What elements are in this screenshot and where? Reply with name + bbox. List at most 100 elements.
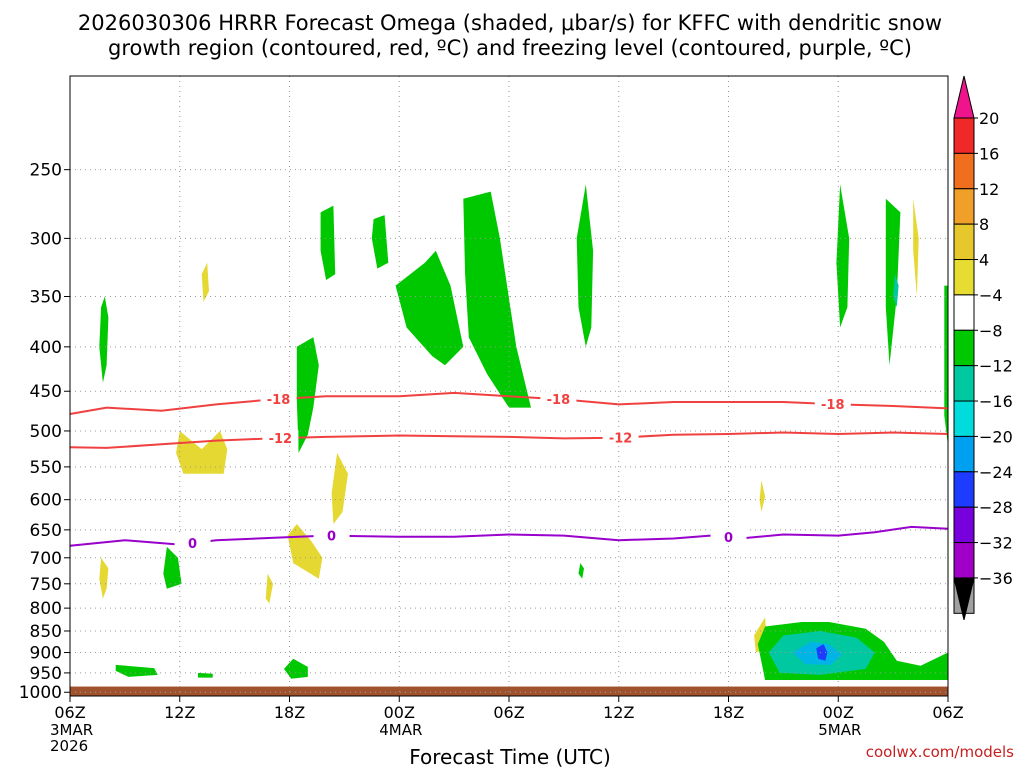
colorbar-segment xyxy=(953,471,975,508)
colorbar-segment xyxy=(953,435,975,473)
omega-region xyxy=(99,557,109,599)
x-tick-label: 06Z xyxy=(54,703,85,722)
colorbar-level-label: 16 xyxy=(979,144,999,163)
colorbar-level-label: −28 xyxy=(979,498,1013,517)
contour-label-bg xyxy=(814,396,851,413)
contour-line-0 xyxy=(69,525,949,547)
y-tick-label: 650 xyxy=(30,521,62,541)
credit-text: coolwx.com/models xyxy=(866,743,1014,761)
omega-region xyxy=(320,205,336,280)
y-tick-label: 350 xyxy=(30,288,62,308)
contour-label-bg xyxy=(313,527,350,544)
colorbar-segment xyxy=(953,294,975,331)
colorbar-level-label: −24 xyxy=(979,463,1013,482)
omega-region xyxy=(576,184,594,347)
omega-region xyxy=(944,285,948,446)
colorbar-level-label: −32 xyxy=(979,534,1013,553)
y-tick-label: 1000 xyxy=(19,683,62,703)
omega-region xyxy=(163,546,182,589)
colorbar-level-label: 4 xyxy=(979,251,989,270)
contour-label: 0 xyxy=(327,530,336,545)
contour-label-bg xyxy=(710,528,747,545)
colorbar-level-label: 12 xyxy=(979,180,999,199)
x-tick-label: 00Z xyxy=(384,703,415,722)
x-tick-label: 12Z xyxy=(603,703,634,722)
colorbar-segment xyxy=(953,365,975,402)
x-tick-label: 18Z xyxy=(713,703,744,722)
x-tick-label: 12Z xyxy=(164,703,195,722)
omega-region xyxy=(759,480,766,512)
y-axis: 2503003504004505005506006507007508008509… xyxy=(19,161,70,703)
omega-region xyxy=(201,262,209,302)
omega-region xyxy=(463,191,531,408)
y-tick-label: 900 xyxy=(30,644,62,664)
colorbar: 20 16 12 8 4 −4 −8 −12 −16 −20 −24 −28 −32 −36 xyxy=(953,75,1013,621)
contour-label-bg xyxy=(540,391,577,408)
contour-label-bg xyxy=(262,430,299,447)
y-tick-label: 400 xyxy=(30,338,62,358)
temperature-contours: -18 -18 -18 -12 -12 0 0 0 xyxy=(69,391,949,552)
colorbar-segment xyxy=(953,542,975,579)
x-tick-label: 18Z xyxy=(274,703,305,722)
colorbar-segment xyxy=(953,188,975,225)
x-axis-label: Forecast Time (UTC) xyxy=(409,745,611,768)
omega-region xyxy=(265,573,273,604)
contour-label: -18 xyxy=(267,393,291,408)
colorbar-level-label: −16 xyxy=(979,392,1013,411)
colorbar-segment xyxy=(953,259,975,296)
contour-line-minus12 xyxy=(69,431,949,449)
x-tick-label: 06Z xyxy=(493,703,524,722)
contour-label: 0 xyxy=(188,537,197,552)
x-tick-label: 00Z xyxy=(823,703,854,722)
omega-region xyxy=(371,215,389,269)
y-tick-label: 750 xyxy=(30,575,62,595)
y-tick-label: 950 xyxy=(30,664,62,684)
colorbar-segment xyxy=(953,400,975,437)
gridlines xyxy=(69,76,949,696)
y-tick-label: 500 xyxy=(30,422,62,442)
colorbar-segment xyxy=(953,329,975,367)
contour-label: -12 xyxy=(609,432,633,447)
omega-region xyxy=(176,431,228,474)
y-tick-label: 700 xyxy=(30,549,62,569)
colorbar-segment xyxy=(953,506,975,544)
omega-region xyxy=(296,337,319,453)
x-tick-label: 06Z xyxy=(932,703,963,722)
omega-region xyxy=(115,664,158,677)
colorbar-level-label: 20 xyxy=(979,109,999,128)
x-date-label: 4MAR xyxy=(379,721,422,739)
contour-line-minus18 xyxy=(69,391,949,415)
y-tick-label: 300 xyxy=(30,229,62,249)
contour-label: 0 xyxy=(724,531,733,546)
contour-label: -18 xyxy=(547,393,571,408)
omega-region xyxy=(99,296,109,383)
x-date-label: 3MAR xyxy=(50,721,93,739)
colorbar-level-label: −4 xyxy=(979,286,1003,305)
colorbar-level-label: −12 xyxy=(979,357,1013,376)
y-tick-label: 800 xyxy=(30,599,62,619)
y-tick-label: 850 xyxy=(30,622,62,642)
title-line-2: growth region (contoured, red, ºC) and f… xyxy=(108,36,912,60)
y-tick-label: 550 xyxy=(30,458,62,478)
title-line-1: 2026030306 HRRR Forecast Omega (shaded, … xyxy=(78,11,942,35)
colorbar-segment xyxy=(953,223,975,261)
omega-region xyxy=(284,658,308,679)
omega-region xyxy=(578,563,584,579)
colorbar-level-label: −8 xyxy=(979,321,1003,340)
omega-region xyxy=(395,250,464,366)
colorbar-level-label: −36 xyxy=(979,569,1013,588)
contour-label: -18 xyxy=(821,398,845,413)
y-tick-label: 250 xyxy=(30,161,62,181)
x-year-label: 2026 xyxy=(50,737,88,755)
colorbar-level-label: 8 xyxy=(979,215,989,234)
omega-shaded-regions xyxy=(99,184,948,680)
omega-region xyxy=(816,644,828,661)
x-date-label: 5MAR xyxy=(818,721,861,739)
y-tick-label: 450 xyxy=(30,382,62,402)
omega-region xyxy=(893,274,899,308)
omega-region xyxy=(331,452,348,524)
chart-title: 2026030306 HRRR Forecast Omega (shaded, … xyxy=(78,11,942,60)
contour-label-bg xyxy=(602,429,639,446)
